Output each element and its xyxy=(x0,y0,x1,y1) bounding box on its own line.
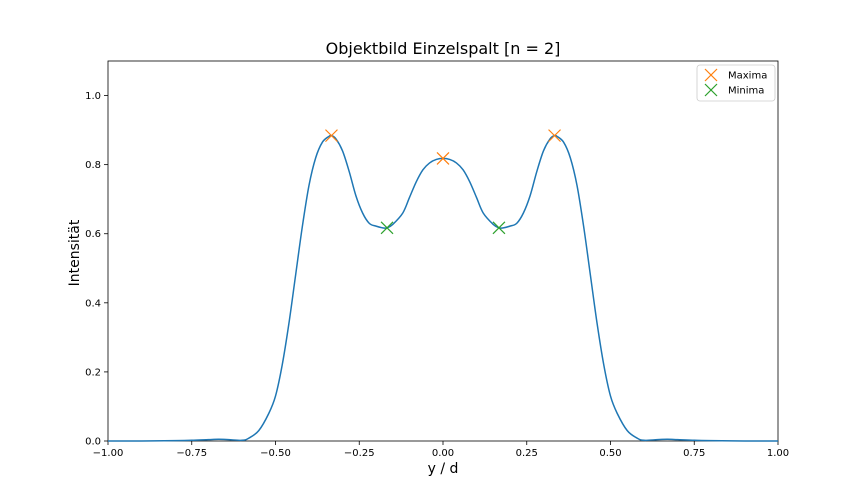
marker-layer xyxy=(325,129,561,235)
y-tick-label: 0.2 xyxy=(85,367,101,378)
legend-maxima-marker xyxy=(704,68,718,82)
x-tick-label: 0.00 xyxy=(432,448,454,459)
plot-frame xyxy=(107,60,779,442)
x-tick-label: 0.75 xyxy=(683,448,705,459)
series-layer xyxy=(107,134,779,442)
x-axis-ticks: −1.00 −0.75 −0.50 −0.25 0.00 0.25 0.50 0.75 1.00 xyxy=(93,441,789,459)
intensity-line xyxy=(107,134,779,442)
maxima-marker xyxy=(325,129,338,143)
x-tick-label: 0.50 xyxy=(599,448,621,459)
y-tick-label: 1.0 xyxy=(85,91,101,102)
y-tick-label: 0.8 xyxy=(85,160,101,171)
chart-title: Objektbild Einzelspalt [n = 2] xyxy=(326,39,561,58)
minima-marker xyxy=(492,221,506,235)
maxima-marker xyxy=(548,129,561,143)
y-tick-label: 0.6 xyxy=(85,229,101,240)
x-tick-label: 1.00 xyxy=(767,448,789,459)
x-tick-label: −1.00 xyxy=(93,448,124,459)
x-tick-label: −0.25 xyxy=(344,448,375,459)
y-tick-label: 0.4 xyxy=(85,298,101,309)
x-tick-label: −0.75 xyxy=(176,448,207,459)
legend-box xyxy=(696,64,776,102)
legend-minima-label: Minima xyxy=(728,86,764,97)
legend: Maxima Minima xyxy=(696,64,776,102)
x-axis-label: y / d xyxy=(428,461,459,477)
x-tick-label: 0.25 xyxy=(516,448,538,459)
y-axis-label: Intensität xyxy=(67,219,83,286)
y-tick-label: 0.0 xyxy=(85,437,101,448)
x-tick-label: −0.50 xyxy=(260,448,291,459)
minima-marker xyxy=(380,221,394,235)
maxima-marker xyxy=(436,151,450,165)
legend-minima-marker xyxy=(704,83,718,97)
y-axis-ticks: 0.0 0.2 0.4 0.6 0.8 1.0 xyxy=(85,91,108,448)
legend-maxima-label: Maxima xyxy=(728,71,767,82)
